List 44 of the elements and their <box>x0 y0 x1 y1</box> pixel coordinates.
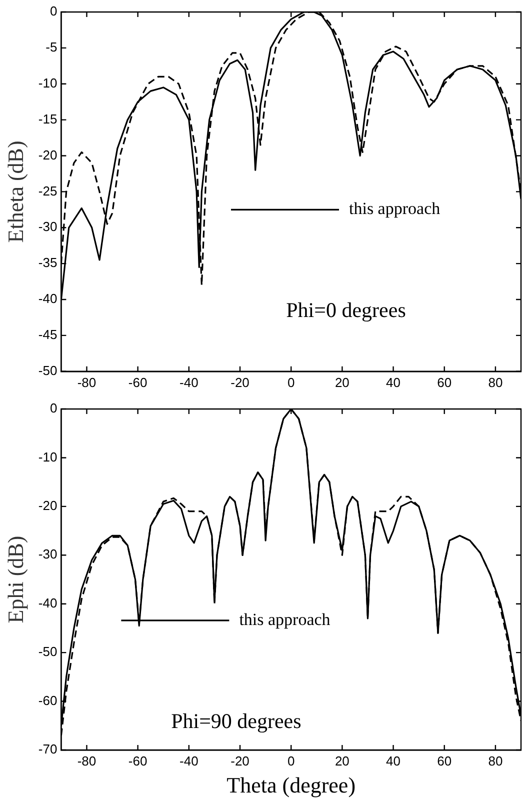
x-tick-label: -60 <box>128 374 148 390</box>
x-tick-label: 60 <box>437 374 452 390</box>
y-axis-title: Ephi (dB) <box>2 536 28 624</box>
x-tick-label: 0 <box>287 374 295 390</box>
y-tick-label: -35 <box>38 255 58 270</box>
x-tick-label: -80 <box>77 753 96 768</box>
x-tick-label: 20 <box>334 374 350 390</box>
y-tick-label: -40 <box>38 595 58 610</box>
x-tick-label: -40 <box>180 753 198 768</box>
y-tick-label: -5 <box>46 40 58 55</box>
x-tick-label: -20 <box>230 753 250 768</box>
y-tick-label: -10 <box>38 449 58 464</box>
y-tick-label: -10 <box>38 75 58 90</box>
x-tick-label: -80 <box>77 374 96 390</box>
x-tick-label: 40 <box>386 753 401 768</box>
series-label: this approach <box>239 610 331 629</box>
y-tick-label: -50 <box>38 362 58 378</box>
x-tick-label: 0 <box>287 753 295 768</box>
x-tick-label: -60 <box>128 753 148 768</box>
x-tick-label: -20 <box>230 374 250 390</box>
y-tick-label: -20 <box>38 147 58 162</box>
y-tick-label: -45 <box>38 327 58 342</box>
y-tick-label: 0 <box>50 4 58 19</box>
x-tick-label: 60 <box>437 753 452 768</box>
x-tick-label: 20 <box>334 753 350 768</box>
y-tick-label: -15 <box>38 111 58 126</box>
text: this approach <box>349 199 441 218</box>
x-tick-label: 80 <box>488 753 503 768</box>
y-tick-label: -60 <box>38 692 58 708</box>
x-tick-label: -40 <box>180 374 198 390</box>
y-tick-label: -20 <box>38 498 58 514</box>
y-tick-label: -70 <box>38 742 58 757</box>
x-tick-label: 40 <box>386 374 401 390</box>
y-tick-label: -40 <box>38 291 58 306</box>
y-tick-label: -50 <box>38 644 58 660</box>
annotation: Phi=0 degrees <box>286 298 406 322</box>
y-tick-label: -25 <box>38 183 58 198</box>
y-tick-label: -30 <box>38 219 58 234</box>
x-tick-label: 80 <box>488 374 503 390</box>
annotation: Phi=90 degrees <box>171 708 302 733</box>
y-tick-label: -30 <box>38 546 58 562</box>
y-axis-title: Etheta (dB) <box>2 140 28 243</box>
y-tick-label: 0 <box>50 400 58 416</box>
x-axis-title: Theta (degree) <box>226 772 356 798</box>
